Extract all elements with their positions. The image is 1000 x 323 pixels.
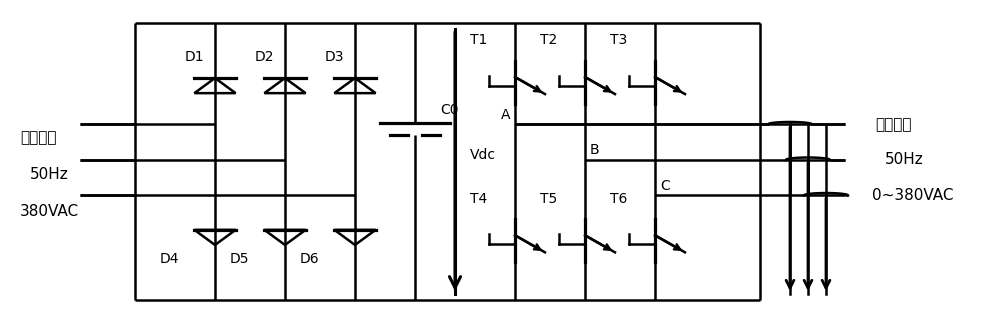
Text: C0: C0	[440, 103, 458, 117]
Text: 三相输入: 三相输入	[20, 130, 56, 145]
Text: D5: D5	[230, 252, 249, 266]
Text: T4: T4	[470, 192, 487, 206]
Text: C: C	[660, 179, 670, 193]
Text: T1: T1	[470, 33, 487, 47]
Text: 0~380VAC: 0~380VAC	[872, 188, 954, 203]
Text: T6: T6	[610, 192, 627, 206]
Text: T2: T2	[540, 33, 557, 47]
Text: 三相输出: 三相输出	[875, 117, 912, 132]
Text: 50Hz: 50Hz	[30, 167, 69, 182]
Text: D6: D6	[300, 252, 320, 266]
Text: B: B	[590, 143, 600, 157]
Text: T5: T5	[540, 192, 557, 206]
Text: 50Hz: 50Hz	[885, 152, 924, 167]
Text: T3: T3	[610, 33, 627, 47]
Text: D2: D2	[255, 50, 274, 64]
Text: Vdc: Vdc	[470, 148, 496, 162]
Text: 380VAC: 380VAC	[20, 204, 79, 219]
Text: D3: D3	[325, 50, 344, 64]
Text: D1: D1	[185, 50, 205, 64]
Text: A: A	[501, 108, 510, 122]
Text: D4: D4	[160, 252, 180, 266]
